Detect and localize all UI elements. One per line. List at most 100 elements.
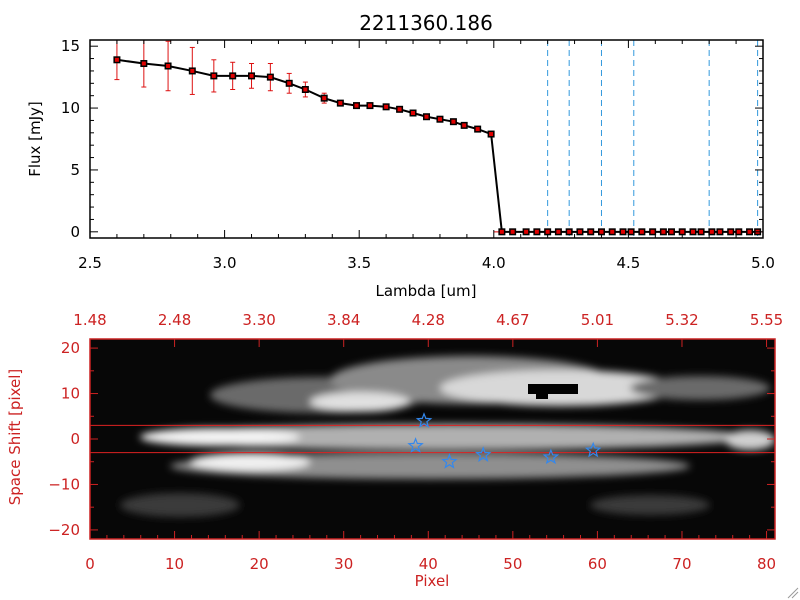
pixel-tick-label: 60: [588, 555, 607, 573]
x-tick-label: 5.0: [751, 254, 775, 272]
data-point: [249, 73, 254, 78]
data-point: [499, 229, 504, 234]
data-point: [621, 229, 626, 234]
spectrum-panel: 2211360.186 Lambda [um] Flux [mJy] 2.5 3.…: [26, 11, 775, 300]
wavelength-tick-label: 3.84: [327, 311, 360, 329]
x-tick-label: 3.5: [347, 254, 371, 272]
shift-tick-label: 0: [70, 430, 80, 448]
axis-ticks: 2.5 3.0 3.5 4.0 4.5 5.0 0 5 10 15: [61, 37, 775, 272]
data-point: [629, 229, 634, 234]
data-point: [709, 229, 714, 234]
plot-frame: [89, 39, 764, 239]
data-point: [747, 229, 752, 234]
data-point: [338, 101, 343, 106]
saturated-patch: [528, 384, 578, 394]
data-point: [650, 229, 655, 234]
pixel-tick-label: 80: [757, 555, 776, 573]
data-point: [534, 229, 539, 234]
data-point: [384, 104, 389, 109]
x-tick-label: 3.0: [213, 254, 237, 272]
y-tick-label: 15: [61, 37, 80, 55]
data-point: [691, 229, 696, 234]
image-axis-ticks: 0 10 20 30 40 50 60 70 80 1.48 2.48 3.30 3.84 4.28 4.6…: [48, 311, 783, 573]
extraction-lines: [90, 424, 775, 454]
wavelength-tick-label: 1.48: [73, 311, 106, 329]
data-point: [588, 229, 593, 234]
data-point: [354, 103, 359, 108]
image-x-axis-label: Pixel: [415, 572, 450, 590]
shift-tick-label: −20: [48, 521, 80, 539]
flux-line: [116, 58, 758, 233]
data-point: [610, 229, 615, 234]
y-tick-label: 10: [61, 99, 80, 117]
chart-title: 2211360.186: [359, 11, 493, 35]
resize-grip[interactable]: [787, 587, 799, 599]
star-markers: [407, 412, 602, 469]
data-point: [190, 68, 195, 73]
wavelength-tick-label: 4.28: [412, 311, 445, 329]
x-tick-label: 4.5: [616, 254, 640, 272]
data-point: [424, 114, 429, 119]
heatmap-image: [90, 339, 775, 539]
pixel-tick-label: 40: [419, 555, 438, 573]
shift-tick-label: −10: [48, 475, 80, 493]
x-tick-label: 4.0: [482, 254, 506, 272]
pixel-tick-label: 20: [250, 555, 269, 573]
data-point: [114, 57, 119, 62]
data-point: [680, 229, 685, 234]
data-point: [322, 96, 327, 101]
flux-markers: [113, 56, 762, 236]
data-point: [524, 229, 529, 234]
data-point: [475, 127, 480, 132]
wavelength-tick-label: 5.01: [581, 311, 614, 329]
data-point: [639, 229, 644, 234]
pixel-tick-label: 0: [85, 555, 95, 573]
wavelength-tick-label: 5.32: [665, 311, 698, 329]
star-marker: [441, 453, 458, 469]
data-point: [489, 132, 494, 137]
data-point: [736, 229, 741, 234]
data-point: [728, 229, 733, 234]
data-point: [437, 117, 442, 122]
star-marker: [415, 412, 433, 428]
star-marker: [474, 446, 492, 462]
pixel-tick-label: 10: [165, 555, 184, 573]
data-point: [411, 111, 416, 116]
pixel-tick-label: 30: [334, 555, 353, 573]
data-point: [211, 73, 216, 78]
data-point: [462, 123, 467, 128]
data-point: [567, 229, 572, 234]
wavelength-tick-label: 5.55: [750, 311, 783, 329]
data-point: [141, 61, 146, 66]
y-tick-label: 0: [70, 223, 80, 241]
pixel-tick-label: 50: [503, 555, 522, 573]
shift-tick-label: 20: [61, 339, 80, 357]
x-axis-label: Lambda [um]: [376, 282, 477, 300]
vertical-lines: [547, 40, 759, 238]
data-point: [303, 87, 308, 92]
data-point: [556, 229, 561, 234]
wavelength-tick-label: 2.48: [158, 311, 191, 329]
image-panel: 0 10 20 30 40 50 60 70 80 1.48 2.48 3.30 3.84 4.28 4.6…: [6, 311, 783, 590]
data-point: [699, 229, 704, 234]
shift-tick-label: 10: [61, 385, 80, 403]
data-point: [451, 119, 456, 124]
data-point: [230, 73, 235, 78]
x-tick-label: 2.5: [78, 254, 102, 272]
data-point: [367, 103, 372, 108]
wavelength-tick-label: 3.30: [242, 311, 275, 329]
data-point: [166, 63, 171, 68]
data-point: [717, 229, 722, 234]
data-point: [397, 107, 402, 112]
image-y-axis-label: Space Shift [pixel]: [6, 369, 24, 506]
data-point: [669, 229, 674, 234]
pixel-tick-label: 70: [672, 555, 691, 573]
data-point: [545, 229, 550, 234]
data-point: [599, 229, 604, 234]
y-axis-label: Flux [mJy]: [26, 101, 44, 177]
data-point: [268, 75, 273, 80]
data-point: [287, 81, 292, 86]
wavelength-tick-label: 4.67: [496, 311, 529, 329]
y-tick-label: 5: [70, 161, 80, 179]
